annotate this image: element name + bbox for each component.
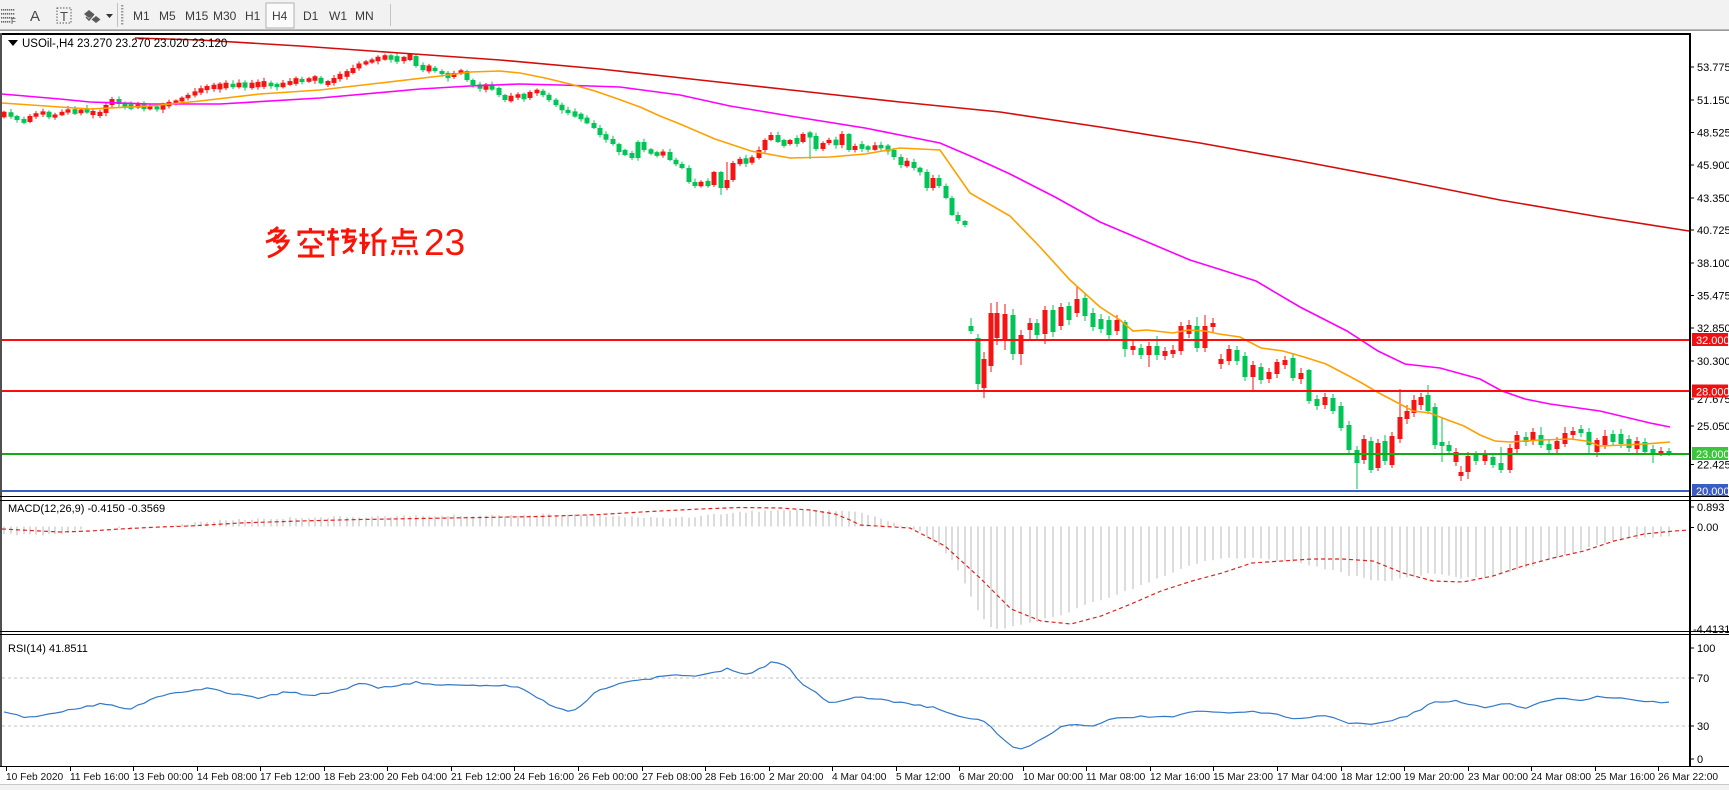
svg-text:MN: MN xyxy=(355,9,374,23)
svg-text:23: 23 xyxy=(424,222,465,263)
svg-text:H1: H1 xyxy=(245,9,261,23)
svg-text:30: 30 xyxy=(1697,721,1709,733)
svg-text:51.150: 51.150 xyxy=(1697,95,1729,107)
svg-text:MACD(12,26,9) -0.4150 -0.3569: MACD(12,26,9) -0.4150 -0.3569 xyxy=(8,503,165,515)
svg-text:17 Feb 12:00: 17 Feb 12:00 xyxy=(260,772,320,783)
svg-text:2 Mar 20:00: 2 Mar 20:00 xyxy=(769,772,824,783)
svg-text:-4.4131: -4.4131 xyxy=(1693,624,1729,636)
svg-text:100: 100 xyxy=(1697,643,1715,655)
svg-text:28.000: 28.000 xyxy=(1696,387,1729,399)
svg-text:17 Mar 04:00: 17 Mar 04:00 xyxy=(1277,772,1337,783)
svg-text:20 Feb 04:00: 20 Feb 04:00 xyxy=(387,772,447,783)
svg-text:18 Feb 23:00: 18 Feb 23:00 xyxy=(324,772,384,783)
svg-text:11 Mar 08:00: 11 Mar 08:00 xyxy=(1086,772,1146,783)
svg-text:M1: M1 xyxy=(133,9,150,23)
svg-text:5 Mar 12:00: 5 Mar 12:00 xyxy=(896,772,951,783)
svg-text:H4: H4 xyxy=(272,9,288,23)
svg-text:0.893: 0.893 xyxy=(1697,502,1725,514)
svg-text:25 Mar 16:00: 25 Mar 16:00 xyxy=(1595,772,1655,783)
svg-text:70: 70 xyxy=(1697,673,1709,685)
svg-text:10 Feb 2020: 10 Feb 2020 xyxy=(6,772,64,783)
svg-text:12 Mar 16:00: 12 Mar 16:00 xyxy=(1150,772,1210,783)
svg-text:19 Mar 20:00: 19 Mar 20:00 xyxy=(1404,772,1464,783)
svg-text:45.900: 45.900 xyxy=(1697,160,1729,172)
svg-text:40.725: 40.725 xyxy=(1697,225,1729,237)
svg-text:38.100: 38.100 xyxy=(1697,258,1729,270)
svg-text:20.000: 20.000 xyxy=(1696,486,1729,498)
svg-text:14 Feb 08:00: 14 Feb 08:00 xyxy=(197,772,257,783)
svg-text:0.00: 0.00 xyxy=(1697,522,1718,534)
svg-text:30.300: 30.300 xyxy=(1697,356,1729,368)
svg-text:23.000: 23.000 xyxy=(1696,449,1729,461)
svg-text:USOil-,H4 23.270 23.270 23.02: USOil-,H4 23.270 23.270 23.020 23.120 xyxy=(22,38,227,50)
svg-text:27 Feb 08:00: 27 Feb 08:00 xyxy=(642,772,702,783)
svg-text:A: A xyxy=(30,8,40,25)
svg-text:26 Mar 22:00: 26 Mar 22:00 xyxy=(1658,772,1718,783)
svg-text:4 Mar 04:00: 4 Mar 04:00 xyxy=(832,772,887,783)
svg-text:15 Mar 23:00: 15 Mar 23:00 xyxy=(1213,772,1273,783)
svg-text:13 Feb 00:00: 13 Feb 00:00 xyxy=(133,772,193,783)
svg-text:F: F xyxy=(11,17,16,26)
svg-text:0: 0 xyxy=(1697,754,1703,766)
svg-text:26 Feb 00:00: 26 Feb 00:00 xyxy=(578,772,638,783)
svg-text:25.050: 25.050 xyxy=(1697,421,1729,433)
svg-text:RSI(14) 41.8511: RSI(14) 41.8511 xyxy=(8,643,88,655)
svg-text:23 Mar 00:00: 23 Mar 00:00 xyxy=(1468,772,1528,783)
svg-text:28 Feb 16:00: 28 Feb 16:00 xyxy=(705,772,765,783)
svg-text:43.350: 43.350 xyxy=(1697,193,1729,205)
svg-text:10 Mar 00:00: 10 Mar 00:00 xyxy=(1023,772,1083,783)
svg-text:32.000: 32.000 xyxy=(1696,335,1729,347)
svg-text:53.775: 53.775 xyxy=(1697,62,1729,74)
svg-text:48.525: 48.525 xyxy=(1697,128,1729,140)
svg-text:24 Feb 16:00: 24 Feb 16:00 xyxy=(514,772,574,783)
svg-text:22.425: 22.425 xyxy=(1697,460,1729,472)
svg-text:T: T xyxy=(60,9,68,24)
svg-text:W1: W1 xyxy=(329,9,347,23)
svg-text:D1: D1 xyxy=(303,9,319,23)
svg-text:21 Feb 12:00: 21 Feb 12:00 xyxy=(451,772,511,783)
svg-text:M15: M15 xyxy=(185,9,209,23)
svg-text:24 Mar 08:00: 24 Mar 08:00 xyxy=(1531,772,1591,783)
svg-text:6 Mar 20:00: 6 Mar 20:00 xyxy=(959,772,1014,783)
svg-text:18 Mar 12:00: 18 Mar 12:00 xyxy=(1341,772,1401,783)
svg-text:M30: M30 xyxy=(213,9,237,23)
svg-text:35.475: 35.475 xyxy=(1697,291,1729,303)
svg-text:32.850: 32.850 xyxy=(1697,323,1729,335)
svg-text:M5: M5 xyxy=(159,9,176,23)
svg-text:11 Feb 16:00: 11 Feb 16:00 xyxy=(70,772,130,783)
